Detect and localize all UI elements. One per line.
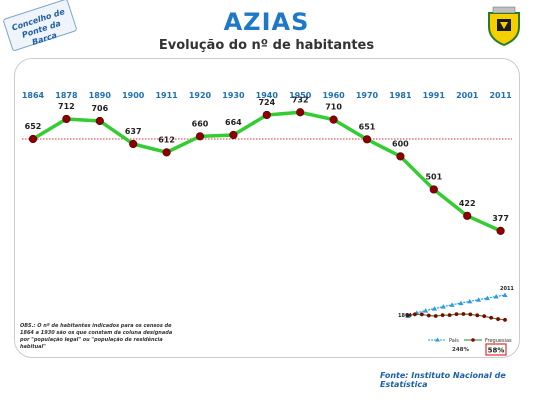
inset-country-marker bbox=[502, 292, 508, 297]
data-label: 724 bbox=[258, 98, 275, 107]
data-label: 660 bbox=[192, 119, 209, 128]
data-point bbox=[429, 185, 438, 194]
inset-country-marker bbox=[467, 298, 473, 304]
inset-country-marker bbox=[449, 302, 455, 307]
year-tick-label: 1970 bbox=[356, 91, 379, 100]
inset-parish-marker bbox=[468, 312, 473, 317]
page-title: AZIAS bbox=[223, 8, 310, 36]
inset-parish-marker bbox=[413, 312, 417, 317]
coat-of-arms-icon bbox=[488, 6, 520, 47]
year-tick-label: 1890 bbox=[89, 91, 112, 100]
inset-end-label: 2011 bbox=[500, 286, 514, 292]
data-label: 637 bbox=[125, 127, 142, 136]
country-change-label: 248% bbox=[452, 347, 469, 353]
data-point bbox=[129, 139, 138, 149]
data-label: 732 bbox=[292, 95, 309, 104]
inset-country-marker bbox=[458, 300, 464, 306]
data-label: 612 bbox=[158, 135, 175, 144]
year-tick-label: 2011 bbox=[489, 91, 512, 100]
inset-parish-marker bbox=[482, 314, 487, 319]
observation-note: OBS.: O nº de habitantes indicados para … bbox=[20, 323, 173, 350]
year-tick-label: 1900 bbox=[122, 91, 145, 100]
data-point bbox=[28, 134, 38, 144]
legend-country-label: País bbox=[449, 337, 459, 344]
inset-parish-marker bbox=[489, 315, 494, 320]
inset-parish-marker bbox=[419, 312, 424, 317]
data-point bbox=[362, 135, 372, 144]
inset-parish-marker bbox=[433, 314, 438, 318]
legend-country-marker bbox=[435, 337, 440, 342]
data-point bbox=[262, 110, 271, 120]
data-label: 652 bbox=[25, 122, 42, 131]
inset-country-marker bbox=[431, 306, 438, 311]
legend-parish-label: Freguesias bbox=[485, 338, 512, 344]
data-point bbox=[195, 132, 205, 141]
data-source: Fonte: Instituto Nacional de Estatística bbox=[380, 371, 506, 389]
chart-subtitle: Evolução do nº de habitantes bbox=[158, 38, 375, 53]
inset-parish-marker bbox=[440, 313, 445, 318]
data-point bbox=[329, 115, 338, 124]
year-tick-label: 2001 bbox=[456, 91, 479, 100]
data-point bbox=[463, 211, 472, 220]
data-label: 600 bbox=[392, 139, 409, 148]
year-tick-label: 1864 bbox=[22, 91, 45, 100]
data-label: 664 bbox=[225, 118, 242, 127]
year-tick-label: 1981 bbox=[389, 91, 412, 100]
inset-parish-marker bbox=[461, 312, 466, 316]
data-label: 422 bbox=[459, 199, 476, 208]
data-label: 706 bbox=[91, 104, 108, 113]
inset-country-marker bbox=[475, 297, 482, 302]
inset-country-marker bbox=[484, 295, 490, 301]
inset-parish-marker bbox=[475, 313, 480, 318]
data-label: 710 bbox=[325, 103, 342, 112]
parish-change-box bbox=[485, 343, 507, 356]
year-tick-label: 1991 bbox=[423, 91, 446, 100]
inset-parish-marker bbox=[406, 313, 410, 318]
legend-parish-marker bbox=[471, 338, 475, 342]
data-label: 501 bbox=[425, 172, 442, 181]
data-label: 651 bbox=[359, 122, 376, 131]
year-tick-label: 1911 bbox=[155, 91, 178, 100]
year-tick-label: 1930 bbox=[222, 91, 245, 100]
inset-start-label: 1864 bbox=[398, 313, 412, 319]
year-tick-label: 1950 bbox=[289, 91, 312, 100]
parish-change-label: 58% bbox=[488, 347, 505, 355]
inset-parish-marker bbox=[496, 317, 500, 321]
year-tick-label: 1920 bbox=[189, 91, 212, 100]
inset-country-marker bbox=[423, 308, 429, 313]
data-label: 712 bbox=[58, 102, 75, 111]
inset-parish-marker bbox=[426, 313, 431, 318]
year-tick-label: 1940 bbox=[256, 91, 279, 100]
data-point bbox=[95, 116, 104, 126]
year-tick-label: 1960 bbox=[322, 91, 345, 100]
chart-frame bbox=[14, 58, 520, 358]
inset-country-marker bbox=[493, 294, 499, 299]
data-label: 377 bbox=[492, 214, 509, 223]
data-point bbox=[229, 130, 238, 140]
data-point bbox=[162, 148, 171, 157]
inset-parish-marker bbox=[503, 317, 507, 322]
data-point bbox=[496, 226, 505, 235]
inset-country-marker bbox=[440, 304, 446, 309]
inset-parish-marker bbox=[447, 313, 452, 318]
inset-parish-marker bbox=[454, 312, 459, 317]
data-point bbox=[396, 152, 405, 161]
data-point bbox=[62, 114, 71, 124]
year-tick-label: 1878 bbox=[55, 91, 78, 100]
data-point bbox=[296, 108, 305, 117]
